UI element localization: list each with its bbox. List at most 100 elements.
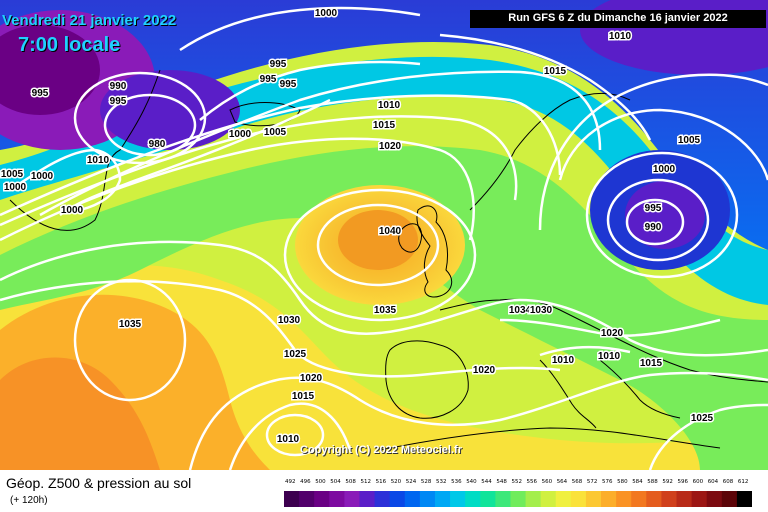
isobar-label: 1005 (1, 169, 24, 180)
legend-swatch (450, 491, 466, 507)
isobar-label-halo: 995 (270, 59, 287, 70)
isobar-label-halo: 995 (110, 96, 127, 107)
product-title: Géop. Z500 & pression au sol (6, 475, 192, 491)
isobar-label-halo: 980 (149, 139, 166, 150)
isobar-label: 995 (645, 203, 662, 214)
legend-value: 564 (556, 479, 568, 485)
legend-value: 588 (647, 479, 658, 485)
legend-swatch (329, 491, 345, 507)
coast-italy (539, 359, 597, 429)
legend-swatch (389, 491, 406, 507)
isobar-1000-top (179, 6, 421, 52)
isobar-scand-990 (625, 198, 685, 246)
legend-swatch (661, 491, 678, 507)
legend-swatch (570, 491, 587, 507)
legend-value: 612 (737, 479, 749, 485)
isobar-label-halo: 995 (645, 203, 662, 214)
footer-bar: Géop. Z500 & pression au sol (+ 120h) 49… (0, 470, 768, 512)
legend-swatch (434, 491, 451, 507)
isobar-label-halo: 1025 (284, 349, 307, 360)
run-info-box: Run GFS 6 Z du Dimanche 16 janvier 2022 (470, 10, 766, 28)
legend-swatch (676, 491, 693, 507)
legend-value: 536 (451, 479, 462, 485)
isobar-labels: 1000100010101010990990995995995995995995… (0, 7, 715, 447)
isobar-europe-1010 (539, 345, 631, 357)
isobar-label-halo: 995 (32, 88, 49, 99)
legend-value: 556 (526, 479, 538, 485)
legend-swatch (404, 491, 421, 507)
isobar-label: 1040 (379, 226, 402, 237)
isobar-label: 1000 (653, 164, 676, 175)
isobar-label: 995 (280, 79, 297, 90)
isobar-1000-north (59, 98, 331, 217)
isobar-label: 1030 (278, 315, 301, 326)
legend-swatch (706, 491, 723, 507)
isobar-label-halo: 1015 (292, 391, 315, 402)
legend-swatch (646, 491, 662, 507)
isobar-label-halo: 1034 (509, 305, 532, 316)
legend-swatch (284, 491, 300, 507)
isobar-label: 1010 (87, 155, 110, 166)
isobar-label: 1035 (374, 305, 397, 316)
isobar-995-arc (199, 60, 421, 121)
legend-value: 572 (586, 479, 598, 485)
legend-value: 544 (481, 479, 492, 485)
isobar-greenland-a (9, 148, 122, 212)
isobar-label: 1000 (315, 8, 338, 19)
isobar-label-halo: 995 (260, 74, 277, 85)
isobar-label-halo: 1035 (374, 305, 397, 316)
isobar-scand-1005 (558, 108, 768, 181)
isobar-label-halo: 1005 (678, 135, 701, 146)
isobar-label: 980 (149, 139, 166, 150)
isobar-label: 1000 (229, 129, 252, 140)
copyright: Copyright (C) 2022 Meteociel.fr (300, 444, 462, 456)
isobar-low-1010 (265, 413, 325, 457)
isobar-high-inner (316, 203, 440, 287)
low-north-atlantic (100, 70, 240, 150)
legend-swatch (540, 491, 557, 507)
legend-swatch (691, 491, 708, 507)
isobar-label: 1005 (264, 127, 287, 138)
isobar-label: 1015 (373, 120, 396, 131)
isobar-label-halo: 1015 (544, 66, 567, 77)
isobars (0, 6, 768, 470)
isobar-label: 1025 (284, 349, 307, 360)
legend-swatch (480, 491, 496, 507)
isobar-label: 990 (645, 222, 662, 233)
legend-swatch (525, 491, 542, 507)
isobar-label-halo: 1010 (598, 351, 621, 362)
isobar-label-halo: 1030 (278, 315, 301, 326)
isobar-label: 1015 (544, 66, 567, 77)
isobar-1025 (0, 280, 561, 378)
forecast-time: 7:00 locale (18, 34, 121, 56)
legend-swatch (585, 491, 602, 507)
legend-swatch (344, 491, 360, 507)
isobar-label: 995 (110, 96, 127, 107)
legend-swatch (616, 491, 632, 507)
legend-value: 604 (707, 479, 719, 485)
isobar-label-halo: 1000 (229, 129, 252, 140)
legend-value: 592 (662, 479, 673, 485)
isobar-label: 1034 (509, 305, 532, 316)
isobar-label: 1000 (4, 182, 27, 193)
forecast-map: 1000100010101010990990995995995995995995… (0, 0, 768, 470)
isobar-label: 1030 (530, 305, 553, 316)
isobar-label-halo: 1000 (61, 205, 84, 216)
isobar-label-halo: 1020 (601, 328, 624, 339)
coast-norway (469, 92, 631, 211)
legend-value: 504 (330, 479, 341, 485)
legend-swatch (736, 491, 752, 507)
isobar-label-halo: 1040 (379, 226, 402, 237)
low-greenland-inner (0, 25, 100, 115)
legend-value: 552 (511, 479, 523, 485)
isobar-1010-north (0, 94, 562, 217)
isobar-scand-995 (606, 178, 710, 262)
isobar-scand-1000 (585, 151, 739, 279)
legend-value: 580 (617, 479, 628, 485)
isobar-label: 1005 (678, 135, 701, 146)
isobar-label: 1015 (292, 391, 315, 402)
legend-value: 600 (692, 479, 704, 485)
legend-value: 492 (285, 479, 296, 485)
isobar-label-halo: 1000 (4, 182, 27, 193)
isobar-low-990 (73, 71, 207, 165)
